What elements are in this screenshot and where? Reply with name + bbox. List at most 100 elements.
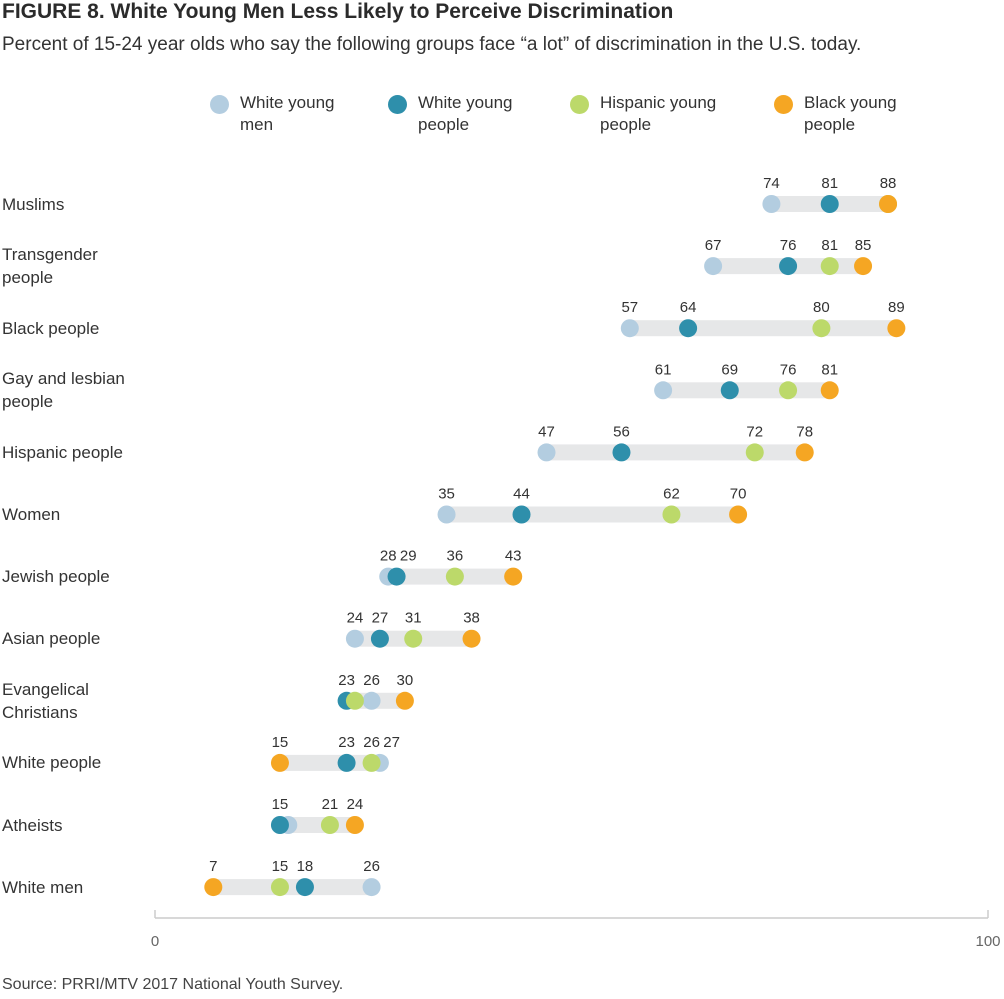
value-label-black-people: 80 [813,299,830,316]
dot-asian-people-hispanic-young-people [404,629,423,648]
dot-hispanic-people-white-young-people [612,443,631,462]
value-label-muslims: 74 [763,175,780,192]
dot-women-white-young-men [437,505,456,524]
x-tick-label: 0 [151,933,159,950]
dot-evangelical-christians-hispanic-young-people [345,691,364,710]
value-label-transgender-people: 67 [705,237,722,254]
dot-white-men-white-young-people [295,878,314,897]
legend-swatch-hispanic-young-people [570,95,589,114]
dot-transgender-people-white-young-men [704,257,723,276]
value-label-asian-people: 38 [463,610,480,627]
dot-gay-and-lesbian-people-white-young-people [720,381,739,400]
legend-swatch-white-young-men [210,95,229,114]
value-label-muslims: 88 [880,175,897,192]
value-label-atheists: 15 [272,796,289,813]
value-label-asian-people: 31 [405,610,422,627]
dot-evangelical-christians-white-young-men [362,691,381,710]
value-label-white-men: 18 [297,858,314,875]
dot-gay-and-lesbian-people-hispanic-young-people [779,381,798,400]
value-label-transgender-people: 85 [855,237,872,254]
legend-swatch-black-young-people [774,95,793,114]
value-label-muslims: 81 [821,175,838,192]
legend-label-hispanic-young-people: Hispanic young people [600,93,717,134]
row-label-asian-people: Asian people [2,629,101,649]
row-label-hispanic-people: Hispanic people [2,442,123,462]
value-label-gay-and-lesbian-people: 69 [721,361,738,378]
dot-muslims-black-young-people [879,195,898,213]
value-label-atheists: 21 [322,796,339,813]
dot-hispanic-people-black-young-people [795,443,814,462]
dot-atheists-hispanic-young-people [320,816,339,834]
value-label-hispanic-people: 72 [746,423,763,440]
value-label-hispanic-people: 47 [538,423,555,440]
row-label-transgender-people: Transgender people [2,245,98,288]
value-label-white-people: 15 [272,734,289,751]
value-label-jewish-people: 29 [400,548,417,565]
value-label-asian-people: 27 [372,610,389,627]
value-label-white-people: 23 [338,734,355,751]
range-bar-women [446,506,739,523]
value-label-white-men: 26 [363,858,380,875]
value-label-gay-and-lesbian-people: 81 [821,361,838,378]
dot-gay-and-lesbian-people-white-young-men [654,381,673,400]
dot-white-people-white-young-people [337,753,356,772]
value-label-hispanic-people: 56 [613,423,630,440]
dot-asian-people-white-young-men [345,629,364,648]
dot-black-people-hispanic-young-people [812,319,831,338]
dot-women-hispanic-young-people [662,505,681,524]
dot-black-people-white-young-people [679,319,698,338]
dot-evangelical-christians-black-young-people [395,691,414,710]
value-label-jewish-people: 36 [447,548,464,565]
dot-jewish-people-hispanic-young-people [445,567,464,586]
value-label-evangelical-christians: 23 [338,672,355,689]
dot-women-white-young-people [512,505,531,524]
value-label-white-people: 27 [383,734,400,751]
value-label-black-people: 64 [680,299,697,316]
legend-swatch-white-young-people [388,95,407,114]
range-bar-hispanic-people [546,444,805,461]
value-label-women: 44 [513,486,530,503]
dot-white-people-hispanic-young-people [362,753,381,772]
dot-asian-people-black-young-people [462,629,481,648]
dot-transgender-people-hispanic-young-people [820,257,839,276]
value-label-black-people: 89 [888,299,905,316]
value-label-jewish-people: 43 [505,548,522,565]
dot-hispanic-people-white-young-men [537,443,556,462]
legend-label-black-young-people: Black young people [804,93,897,134]
value-label-evangelical-christians: 30 [397,672,414,689]
dot-asian-people-white-young-people [370,629,389,648]
row-label-women: Women [2,505,61,524]
value-label-atheists: 24 [347,796,364,813]
row-label-black-people: Black people [2,318,100,338]
dot-jewish-people-black-young-people [504,567,523,586]
value-label-white-men: 7 [209,858,217,875]
value-label-women: 62 [663,486,680,503]
value-label-evangelical-christians: 26 [363,672,380,689]
value-label-women: 35 [438,486,455,503]
value-label-gay-and-lesbian-people: 61 [655,361,672,378]
dot-women-black-young-people [729,505,748,524]
row-label-white-men: White men [2,877,84,897]
row-label-evangelical-christians: Evangelical Christians [2,679,89,722]
legend: White young men White young people Hispa… [0,92,1004,142]
dot-jewish-people-white-young-people [387,567,406,586]
chart-subtitle: Percent of 15-24 year olds who say the f… [2,34,862,55]
dot-black-people-black-young-people [887,319,906,338]
value-label-white-men: 15 [272,858,289,875]
row-label-white-people: White people [2,753,102,773]
value-label-transgender-people: 76 [780,237,797,254]
value-label-transgender-people: 81 [821,237,838,254]
value-label-gay-and-lesbian-people: 76 [780,361,797,378]
value-label-jewish-people: 28 [380,548,397,565]
dot-white-people-black-young-people [270,753,289,772]
value-label-hispanic-people: 78 [796,423,813,440]
dot-gay-and-lesbian-people-black-young-people [820,381,839,400]
value-label-black-people: 57 [621,299,638,316]
dot-hispanic-people-hispanic-young-people [745,443,764,462]
value-label-asian-people: 24 [347,610,364,627]
range-bar-gay-and-lesbian-people [663,382,830,399]
dot-muslims-white-young-men [762,195,781,213]
legend-label-white-young-men: White young men [240,93,335,134]
range-bar-black-people [629,320,897,337]
